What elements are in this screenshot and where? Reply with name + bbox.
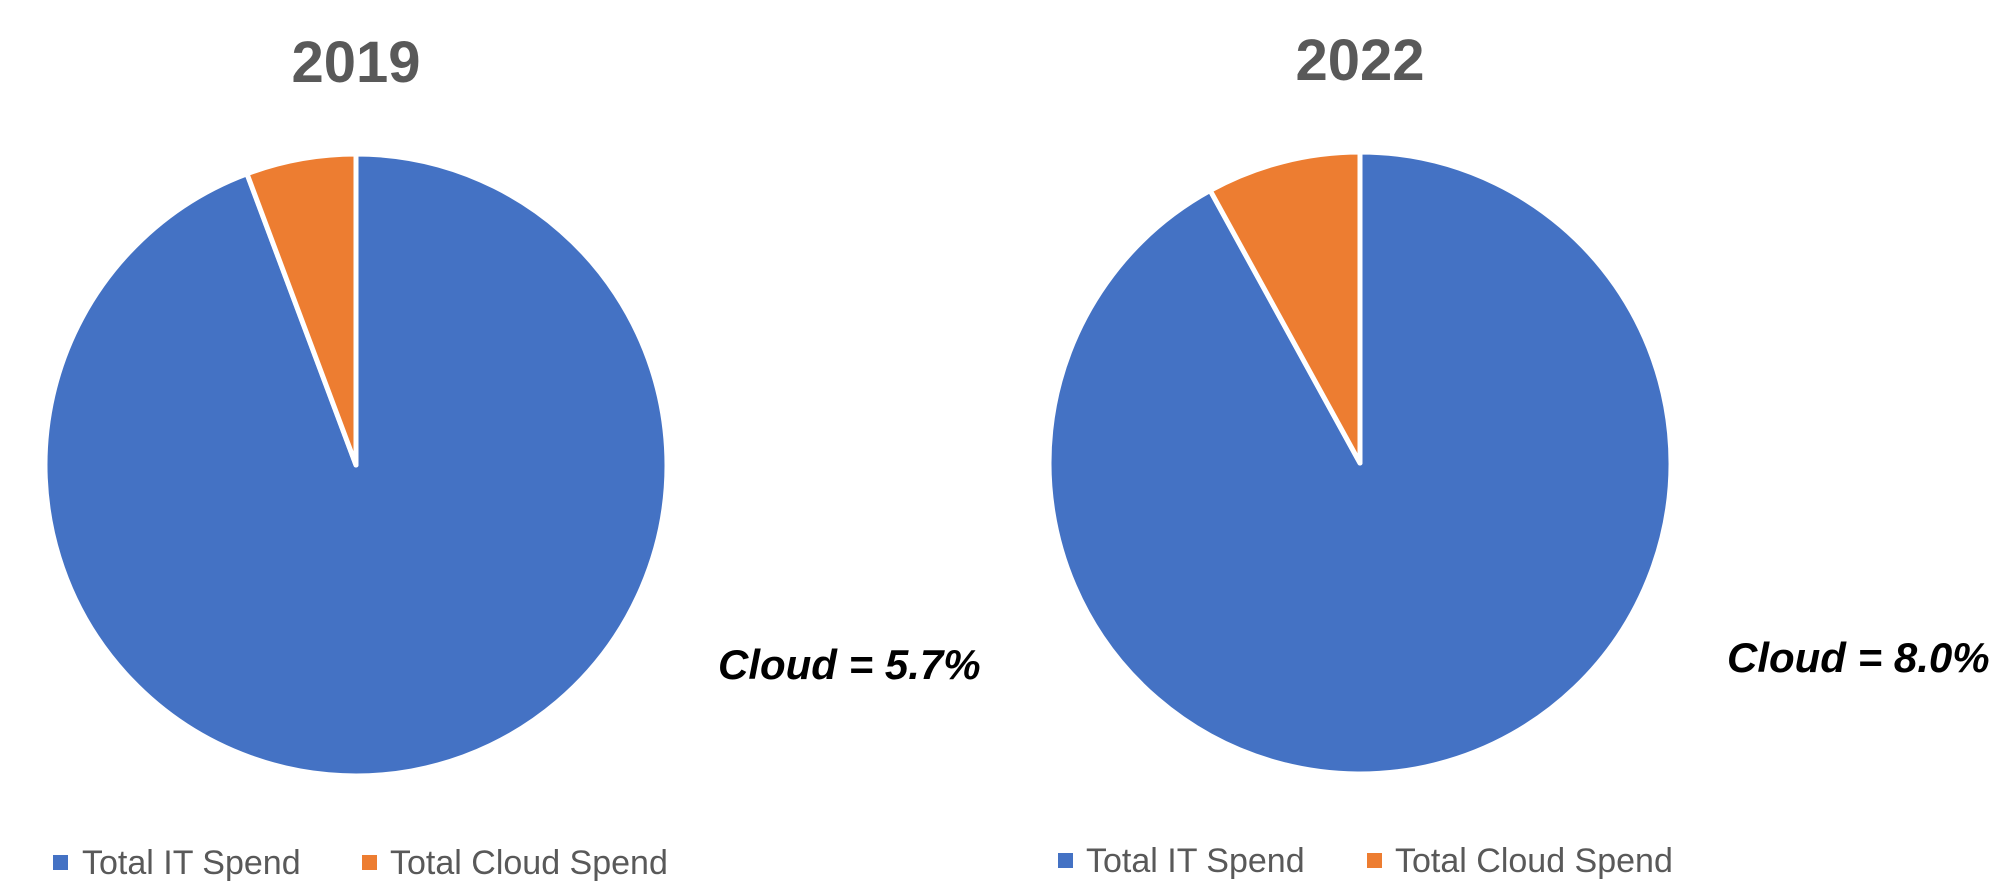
legend-swatch-total-cloud-spend bbox=[362, 855, 377, 870]
cloud-share-annotation: Cloud = 8.0% bbox=[1727, 634, 1990, 681]
pie-slices bbox=[42, 151, 670, 779]
legend-swatch-total-it-spend bbox=[53, 855, 68, 870]
legend: Total IT Spend Total Cloud Spend bbox=[53, 844, 668, 882]
chart-title: 2022 bbox=[1295, 28, 1424, 93]
legend-swatch-total-cloud-spend bbox=[1367, 853, 1382, 868]
pie-slices bbox=[1046, 149, 1674, 777]
legend-label-total-cloud-spend: Total Cloud Spend bbox=[1395, 842, 1673, 880]
legend-label-total-cloud-spend: Total Cloud Spend bbox=[390, 844, 668, 882]
cloud-share-annotation: Cloud = 5.7% bbox=[718, 641, 981, 688]
pie-slice-total-cloud-spend bbox=[1207, 149, 1363, 466]
legend-label-total-it-spend: Total IT Spend bbox=[1086, 842, 1305, 880]
legend: Total IT Spend Total Cloud Spend bbox=[1058, 842, 1673, 880]
chart-2019: 2019 Cloud = 5.7% Total IT Spend Total C… bbox=[42, 30, 981, 882]
legend-label-total-it-spend: Total IT Spend bbox=[82, 844, 301, 882]
chart-2022: 2022 Cloud = 8.0% Total IT Spend Total C… bbox=[1046, 28, 1990, 880]
chart-title: 2019 bbox=[291, 30, 420, 95]
legend-swatch-total-it-spend bbox=[1058, 853, 1073, 868]
pie-slice-total-cloud-spend bbox=[244, 151, 359, 468]
